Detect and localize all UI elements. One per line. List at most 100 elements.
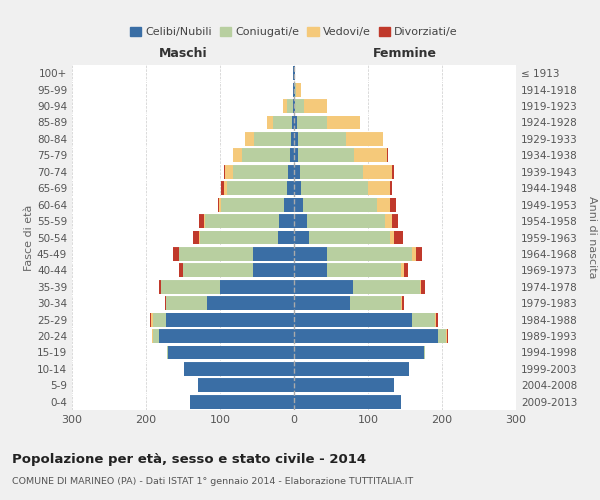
Bar xyxy=(198,378,294,392)
Bar xyxy=(152,312,166,326)
Bar xyxy=(161,280,220,294)
Bar xyxy=(326,116,360,130)
Y-axis label: Fasce di età: Fasce di età xyxy=(24,204,34,270)
Bar xyxy=(390,230,394,244)
Bar xyxy=(438,329,446,343)
Bar xyxy=(298,148,354,162)
Bar xyxy=(354,148,387,162)
Bar xyxy=(233,148,242,162)
Bar xyxy=(328,264,401,278)
Bar xyxy=(179,247,253,261)
Bar xyxy=(268,116,273,130)
Bar xyxy=(293,82,294,96)
Bar xyxy=(402,296,404,310)
Bar xyxy=(287,181,294,195)
Bar xyxy=(167,346,168,360)
Bar xyxy=(294,66,295,80)
Text: Maschi: Maschi xyxy=(158,47,208,60)
Bar xyxy=(179,264,183,278)
Bar xyxy=(283,99,287,113)
Bar xyxy=(294,148,298,162)
Bar xyxy=(294,329,438,343)
Bar xyxy=(309,230,390,244)
Bar xyxy=(294,280,353,294)
Bar xyxy=(416,247,422,261)
Bar xyxy=(294,198,303,211)
Bar xyxy=(190,395,294,409)
Bar xyxy=(218,198,219,211)
Bar xyxy=(224,165,225,179)
Bar xyxy=(297,116,326,130)
Bar xyxy=(385,214,392,228)
Bar xyxy=(273,116,292,130)
Bar xyxy=(412,312,434,326)
Bar xyxy=(387,148,388,162)
Bar xyxy=(434,312,436,326)
Bar xyxy=(220,280,294,294)
Bar xyxy=(303,198,377,211)
Bar xyxy=(446,329,447,343)
Bar xyxy=(224,181,227,195)
Y-axis label: Anni di nascita: Anni di nascita xyxy=(587,196,597,279)
Bar xyxy=(293,66,294,80)
Bar xyxy=(300,165,363,179)
Bar xyxy=(227,181,287,195)
Bar xyxy=(279,214,294,228)
Bar xyxy=(390,181,392,195)
Bar xyxy=(404,264,408,278)
Bar xyxy=(328,247,412,261)
Bar xyxy=(294,264,328,278)
Bar xyxy=(291,132,294,146)
Bar xyxy=(233,165,288,179)
Bar xyxy=(294,82,295,96)
Bar xyxy=(290,148,294,162)
Bar xyxy=(294,395,401,409)
Bar xyxy=(245,132,254,146)
Bar xyxy=(294,230,309,244)
Bar xyxy=(447,329,448,343)
Bar xyxy=(394,230,403,244)
Bar xyxy=(294,378,394,392)
Bar xyxy=(166,312,294,326)
Bar xyxy=(401,296,402,310)
Bar xyxy=(390,198,396,211)
Bar xyxy=(307,214,385,228)
Bar xyxy=(221,181,224,195)
Bar xyxy=(242,148,290,162)
Bar xyxy=(294,247,328,261)
Bar xyxy=(294,346,424,360)
Bar xyxy=(287,99,293,113)
Bar xyxy=(254,132,291,146)
Text: Popolazione per età, sesso e stato civile - 2014: Popolazione per età, sesso e stato civil… xyxy=(12,452,366,466)
Bar xyxy=(164,296,166,310)
Bar xyxy=(173,247,179,261)
Bar xyxy=(221,198,284,211)
Bar xyxy=(193,230,199,244)
Bar xyxy=(294,99,295,113)
Bar xyxy=(152,329,158,343)
Bar xyxy=(353,280,420,294)
Bar xyxy=(288,165,294,179)
Bar xyxy=(205,214,279,228)
Bar xyxy=(424,346,425,360)
Bar xyxy=(294,296,349,310)
Bar xyxy=(284,198,294,211)
Bar xyxy=(295,82,296,96)
Bar xyxy=(298,132,346,146)
Bar xyxy=(294,116,297,130)
Bar xyxy=(392,214,398,228)
Bar xyxy=(294,181,301,195)
Bar xyxy=(368,181,390,195)
Bar xyxy=(183,264,253,278)
Text: Femmine: Femmine xyxy=(373,47,437,60)
Bar xyxy=(346,132,383,146)
Bar xyxy=(184,362,294,376)
Bar xyxy=(160,280,161,294)
Bar xyxy=(301,181,368,195)
Bar xyxy=(436,312,437,326)
Bar xyxy=(294,312,412,326)
Bar xyxy=(294,362,409,376)
Bar xyxy=(151,312,152,326)
Bar xyxy=(293,99,294,113)
Text: COMUNE DI MARINEO (PA) - Dati ISTAT 1° gennaio 2014 - Elaborazione TUTTITALIA.IT: COMUNE DI MARINEO (PA) - Dati ISTAT 1° g… xyxy=(12,478,413,486)
